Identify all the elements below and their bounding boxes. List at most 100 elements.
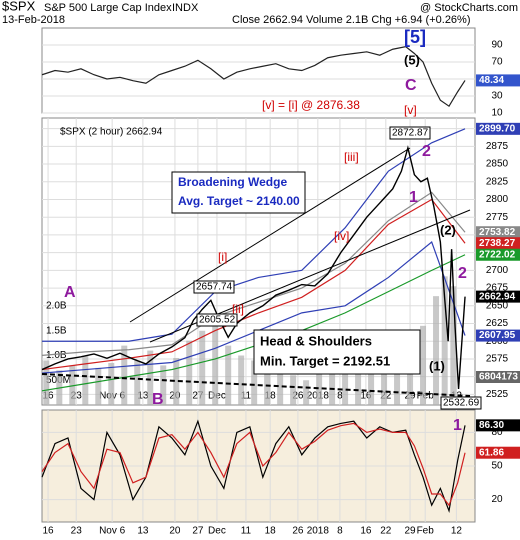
x-tick-label: 23 [71, 391, 83, 402]
wave-label: [v] = [i] @ 2876.38 [262, 98, 360, 112]
series-line [41, 198, 466, 371]
x-tick-label: 20 [169, 526, 181, 537]
volume-bar [441, 276, 448, 405]
volume-bar [95, 367, 102, 405]
volume-bar [277, 370, 284, 405]
volume-bar [264, 350, 271, 405]
x-tick-label: 27 [192, 526, 204, 537]
y-tick-label: 2575 [486, 354, 509, 365]
price-badge [476, 226, 520, 239]
price-badge [476, 237, 520, 250]
wave-label: [iii] [344, 150, 359, 164]
series-line [42, 128, 466, 342]
label-box [440, 396, 482, 410]
x-tick-label: 11 [241, 391, 252, 402]
index-name: S&P 500 Large Cap Index [44, 2, 172, 14]
y-tick-label: 10 [491, 108, 503, 119]
series-line [41, 419, 466, 514]
price-badge-label: 86.30 [479, 420, 504, 431]
y-tick-label: 2675 [486, 283, 509, 294]
price-badge-label: 61.86 [479, 447, 504, 458]
y-tick-label: 20 [491, 494, 503, 505]
y-tick-label: 2800 [486, 194, 509, 205]
price-badge [476, 446, 520, 459]
x-tick-label: 18 [265, 526, 277, 537]
volume-bar [134, 360, 141, 405]
price-badge-label: 2738.27 [479, 238, 516, 249]
volume-bar [186, 340, 193, 405]
volume-bar [43, 360, 50, 405]
x-tick-label: 13 [137, 391, 149, 402]
wave-label: 2 [458, 265, 467, 282]
volume-bar [329, 355, 336, 405]
x-tick-label: 26 [292, 391, 304, 402]
wave-label: B [152, 391, 164, 408]
volume-bar [303, 380, 310, 405]
price-note: 2605.52 [199, 315, 236, 326]
x-tick-label: 18 [265, 391, 277, 402]
volume-bar [69, 365, 76, 405]
x-tick-label: 8 [337, 526, 343, 537]
x-tick-label: 12 [451, 391, 463, 402]
wedge-target: Avg. Target ~ 2140.00 [178, 194, 300, 208]
x-tick-label: 16 [360, 526, 372, 537]
top-panel [41, 27, 476, 114]
series-line [41, 422, 466, 507]
x-tick-label: 11 [241, 526, 252, 537]
y-tick-label: 80 [491, 427, 503, 438]
x-tick-label: 16 [360, 391, 372, 402]
volume-bar [147, 350, 154, 405]
y2-tick-label: 2.0B [46, 301, 67, 312]
x-tick-label: 22 [380, 526, 392, 537]
price-note: 2532.69 [443, 398, 480, 409]
volume-bar [82, 355, 89, 405]
volume-bar [450, 286, 457, 405]
x-tick-label: Feb [417, 526, 435, 537]
wave-label: [ii] [232, 302, 244, 316]
wave-label: 2 [422, 143, 431, 160]
wave-label: (5) [404, 52, 420, 67]
wedge-title: Broadening Wedge [178, 175, 287, 189]
y-tick-label: 2825 [486, 176, 509, 187]
wedge-box [171, 171, 306, 214]
wave-label: C [405, 77, 417, 94]
wave-label: [i] [218, 250, 227, 264]
volume-bar [355, 357, 362, 405]
price-note: 2872.87 [392, 128, 429, 139]
hs-target: Min. Target = 2192.51 [260, 353, 390, 368]
x-tick-label: 23 [71, 526, 83, 537]
exchange: INDX [172, 2, 199, 14]
volume-bar [238, 355, 245, 405]
wave-label: [5] [404, 27, 426, 47]
price-badge-label: 2607.95 [479, 330, 516, 341]
volume-bar [316, 360, 323, 405]
main-title: $SPX (2 hour) 2662.94 [60, 127, 163, 138]
y-tick-label: 2875 [486, 141, 509, 152]
wave-label: [iv] [334, 229, 349, 243]
volume-badge [476, 371, 520, 383]
x-tick-label: Nov 6 [99, 526, 126, 537]
volume-bar [160, 365, 167, 405]
price-badge [476, 419, 520, 432]
volume-badge-label: 6804173 [479, 372, 518, 383]
x-tick-label: 13 [137, 526, 149, 537]
y-tick-label: 50 [491, 461, 503, 472]
volume-bar [108, 362, 115, 405]
volume-bar [251, 360, 258, 405]
quote: Close 2662.94 Volume 2.1B Chg +6.94 (+0.… [232, 14, 471, 26]
label-box [389, 126, 431, 140]
annotations: [5] (5) C [v] = [i] @ 2876.38 [v] 2872.8… [41, 27, 482, 434]
price-badge-label: 2753.82 [479, 227, 516, 238]
price-badge-label: 2662.94 [479, 291, 516, 302]
price-badge-label: 48.34 [479, 75, 504, 86]
price-badge [476, 248, 520, 261]
series-line [41, 191, 466, 356]
x-tick-label: 2018 [307, 526, 330, 537]
series-line [41, 46, 466, 108]
label-box [193, 280, 235, 294]
volume-bar [433, 296, 440, 405]
volume-bar [212, 320, 219, 405]
wave-label: [v] [404, 103, 417, 117]
x-tick-label: 12 [451, 526, 463, 537]
